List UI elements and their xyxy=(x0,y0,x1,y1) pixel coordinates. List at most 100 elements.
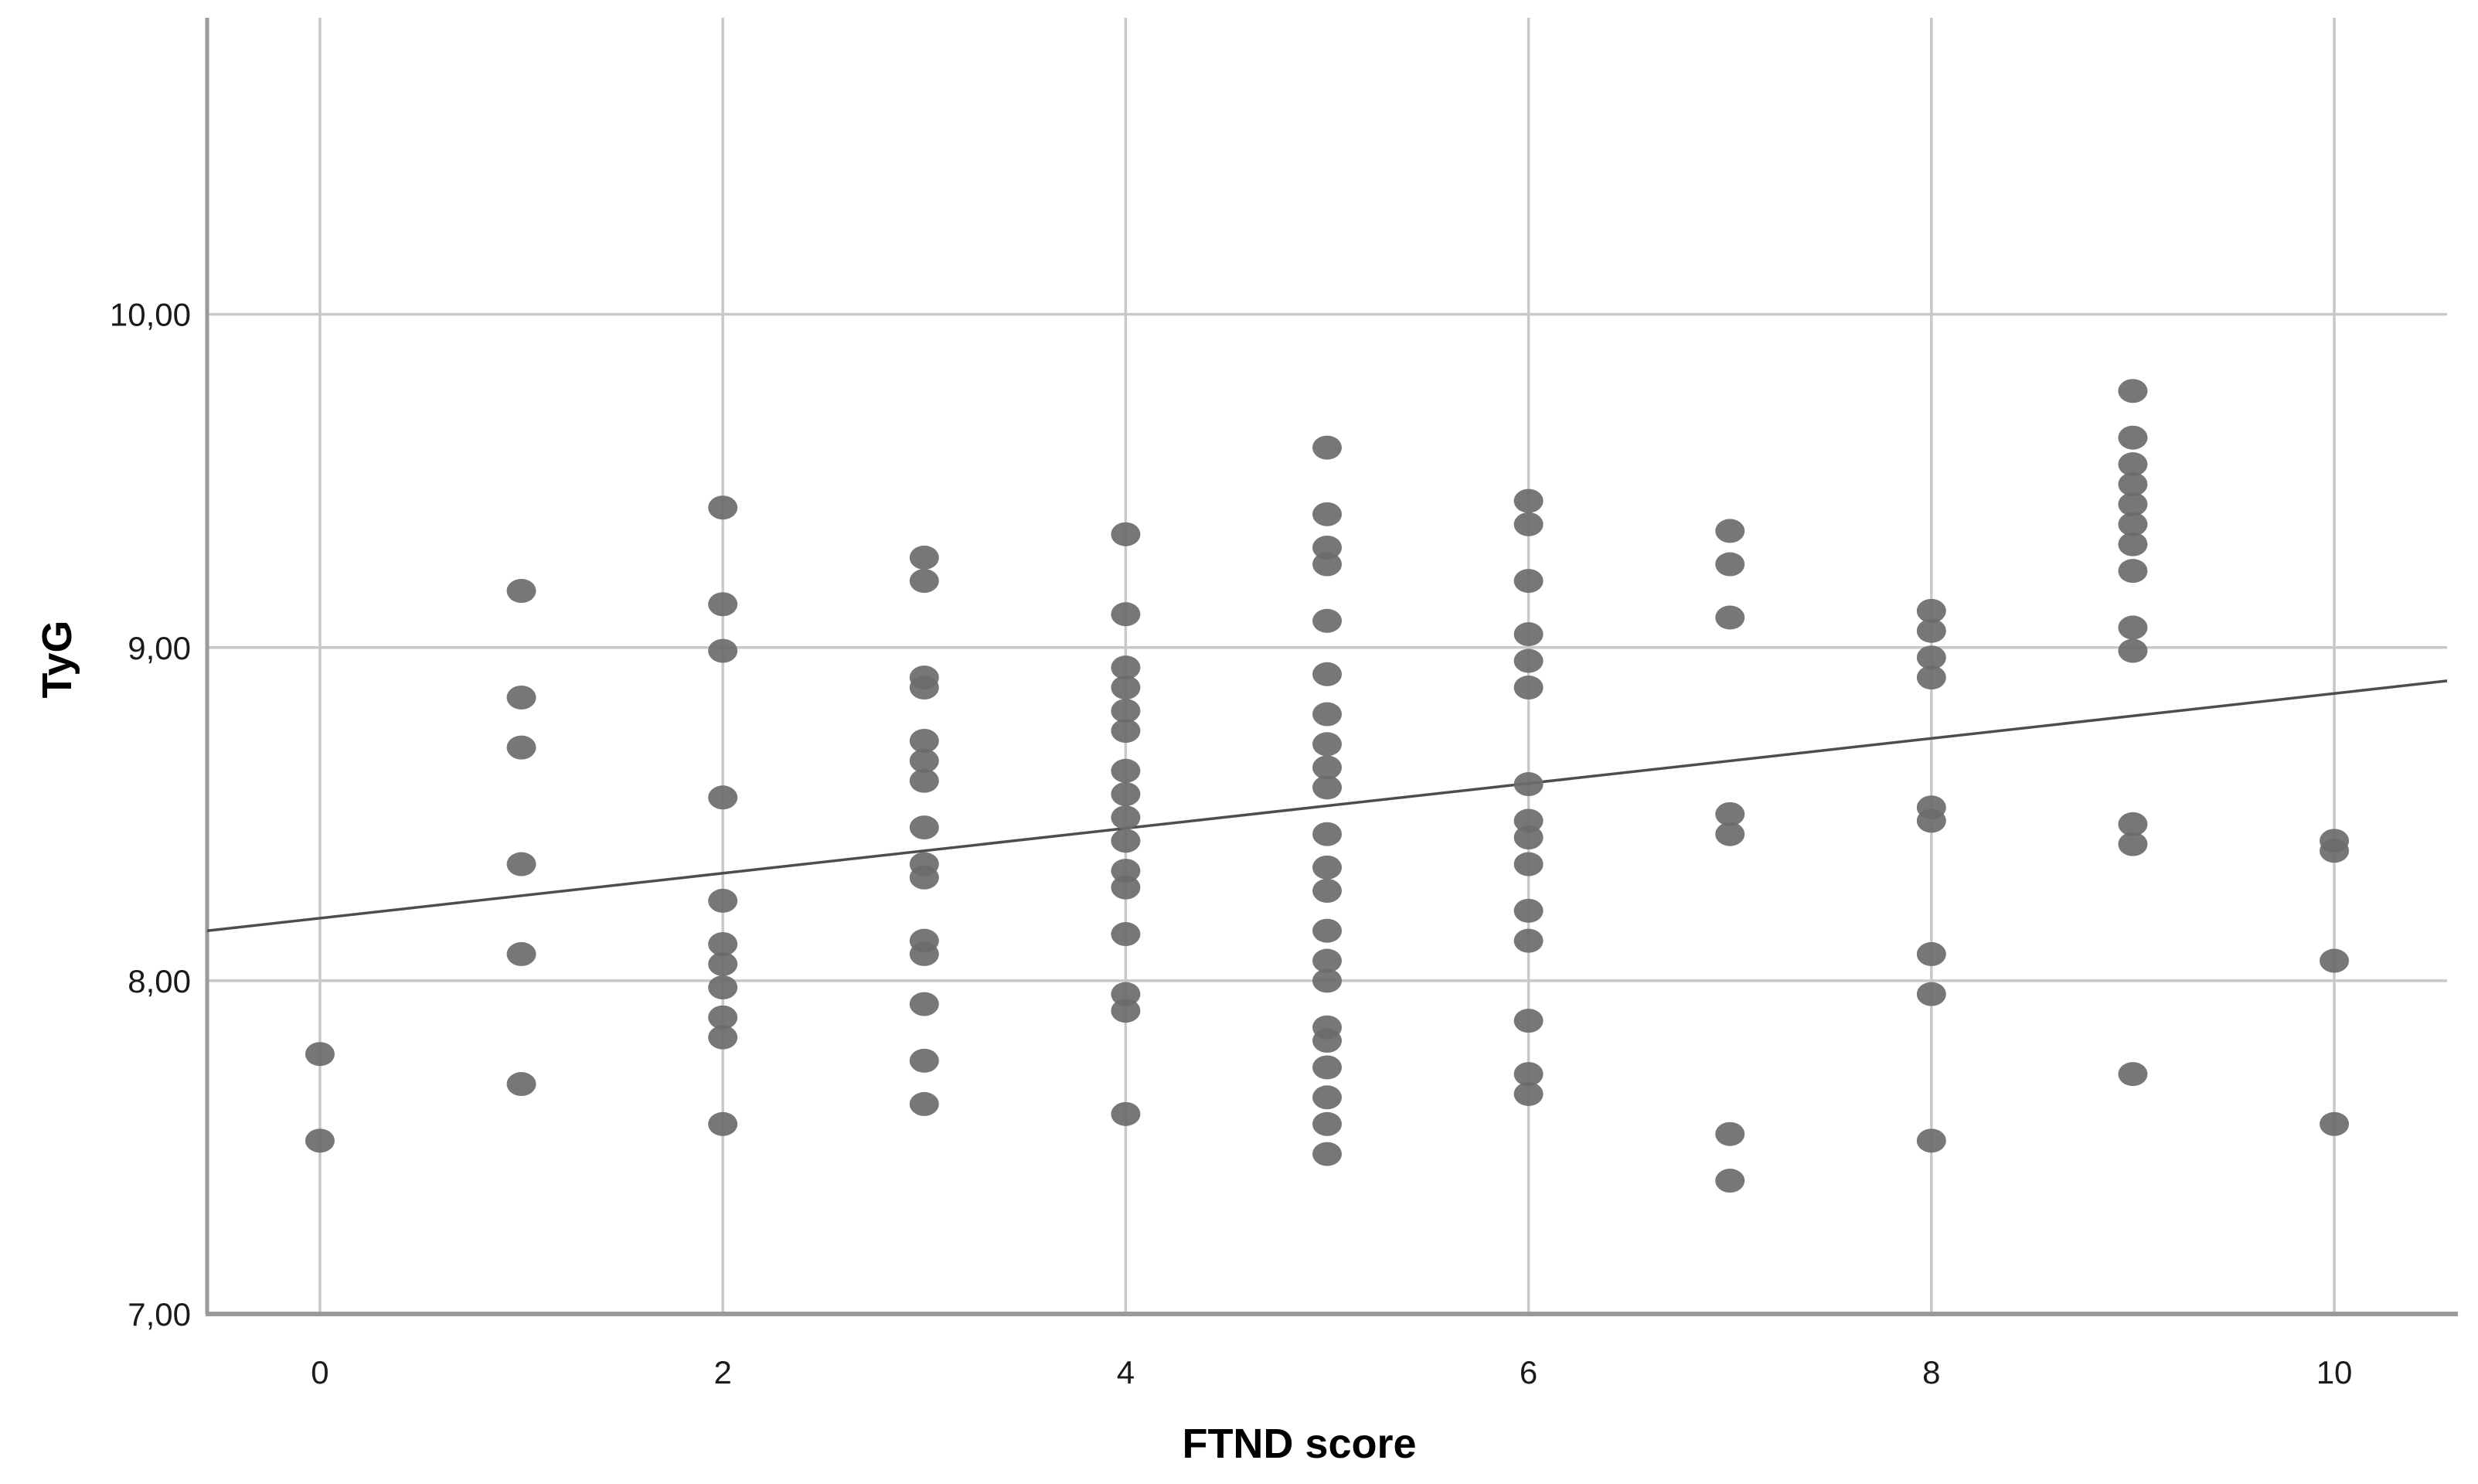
data-point xyxy=(1111,602,1141,627)
data-point xyxy=(1312,502,1342,526)
data-point xyxy=(1916,1128,1946,1153)
data-point xyxy=(1111,655,1141,680)
data-point xyxy=(1916,665,1946,690)
data-point xyxy=(506,852,536,876)
data-point xyxy=(1916,598,1946,623)
x-axis-title: FTND score xyxy=(1182,1421,1416,1467)
data-point xyxy=(305,1128,335,1153)
data-point xyxy=(2118,512,2148,536)
data-point xyxy=(506,1072,536,1097)
data-point xyxy=(1312,662,1342,686)
data-point xyxy=(2118,379,2148,403)
data-point xyxy=(909,1048,939,1073)
data-point xyxy=(1916,618,1946,643)
data-point xyxy=(1513,676,1544,700)
data-point xyxy=(1513,569,1544,594)
data-point xyxy=(1312,435,1342,460)
data-point xyxy=(1312,918,1342,943)
data-point xyxy=(2118,532,2148,556)
data-point xyxy=(1513,825,1544,850)
data-point xyxy=(2118,559,2148,584)
data-point xyxy=(2118,812,2148,836)
x-tick-label: 6 xyxy=(1520,1354,1537,1390)
data-point xyxy=(2320,948,2350,973)
axis-layer xyxy=(205,18,2458,1316)
data-point xyxy=(909,545,939,570)
data-point xyxy=(1513,648,1544,673)
data-point xyxy=(708,592,738,617)
data-point xyxy=(1513,622,1544,647)
data-point xyxy=(909,569,939,594)
data-point xyxy=(1312,732,1342,757)
data-point xyxy=(2118,425,2148,450)
data-point xyxy=(708,951,738,976)
data-point xyxy=(708,931,738,956)
data-point xyxy=(2118,615,2148,640)
x-tick-label: 4 xyxy=(1117,1354,1135,1390)
data-point xyxy=(1312,1055,1342,1080)
data-point xyxy=(1312,1111,1342,1136)
tick-label-layer: 0 2 4 6 8 10 7,00 8,00 9,00 10,00 xyxy=(110,297,2353,1390)
x-tick-label: 0 xyxy=(311,1354,328,1390)
data-point xyxy=(909,992,939,1016)
data-point xyxy=(1312,702,1342,727)
data-point xyxy=(1312,535,1342,560)
data-point xyxy=(2320,839,2350,863)
data-point xyxy=(1513,898,1544,923)
data-point xyxy=(1111,522,1141,546)
data-point xyxy=(1513,1009,1544,1033)
data-point xyxy=(909,728,939,753)
x-tick-label: 10 xyxy=(2316,1354,2353,1390)
data-point xyxy=(1312,608,1342,633)
data-point xyxy=(708,975,738,1000)
data-point xyxy=(1513,1081,1544,1106)
data-point xyxy=(1916,808,1946,833)
data-point xyxy=(909,865,939,890)
y-tick-label: 8,00 xyxy=(128,963,191,999)
data-point xyxy=(1312,822,1342,846)
data-point xyxy=(1312,968,1342,993)
data-point xyxy=(1111,982,1141,1006)
y-tick-label: 7,00 xyxy=(128,1296,191,1333)
data-point xyxy=(1715,605,1745,630)
fit-line xyxy=(206,679,2448,932)
data-point xyxy=(1715,1122,1745,1146)
data-point xyxy=(1513,488,1544,513)
data-point xyxy=(708,638,738,663)
data-point xyxy=(506,735,536,760)
data-point xyxy=(305,1042,335,1067)
data-point xyxy=(1312,775,1342,800)
data-point xyxy=(2320,1111,2350,1136)
data-point xyxy=(1312,948,1342,973)
y-tick-label: 10,00 xyxy=(110,297,191,333)
data-point xyxy=(1111,875,1141,900)
data-point xyxy=(909,676,939,700)
data-point xyxy=(2118,492,2148,516)
data-point xyxy=(909,1091,939,1116)
data-point xyxy=(708,785,738,810)
data-point xyxy=(1312,1142,1342,1166)
data-point xyxy=(1513,512,1544,536)
data-point xyxy=(1312,878,1342,903)
data-point xyxy=(1111,1101,1141,1126)
data-point xyxy=(909,941,939,966)
data-point xyxy=(1111,829,1141,853)
data-point xyxy=(1312,552,1342,577)
data-point xyxy=(1715,822,1745,846)
data-point xyxy=(1916,645,1946,670)
data-point xyxy=(2118,638,2148,663)
data-point xyxy=(2118,1062,2148,1087)
data-point xyxy=(1513,1062,1544,1087)
data-point xyxy=(1111,859,1141,883)
data-point xyxy=(1715,519,1745,543)
data-points-layer xyxy=(305,379,2350,1193)
data-point xyxy=(708,1005,738,1030)
data-point xyxy=(1513,808,1544,833)
data-point xyxy=(1312,1085,1342,1110)
data-point xyxy=(1513,928,1544,953)
data-point xyxy=(909,768,939,793)
data-point xyxy=(1111,758,1141,783)
data-point xyxy=(708,1111,738,1136)
data-point xyxy=(1513,852,1544,876)
